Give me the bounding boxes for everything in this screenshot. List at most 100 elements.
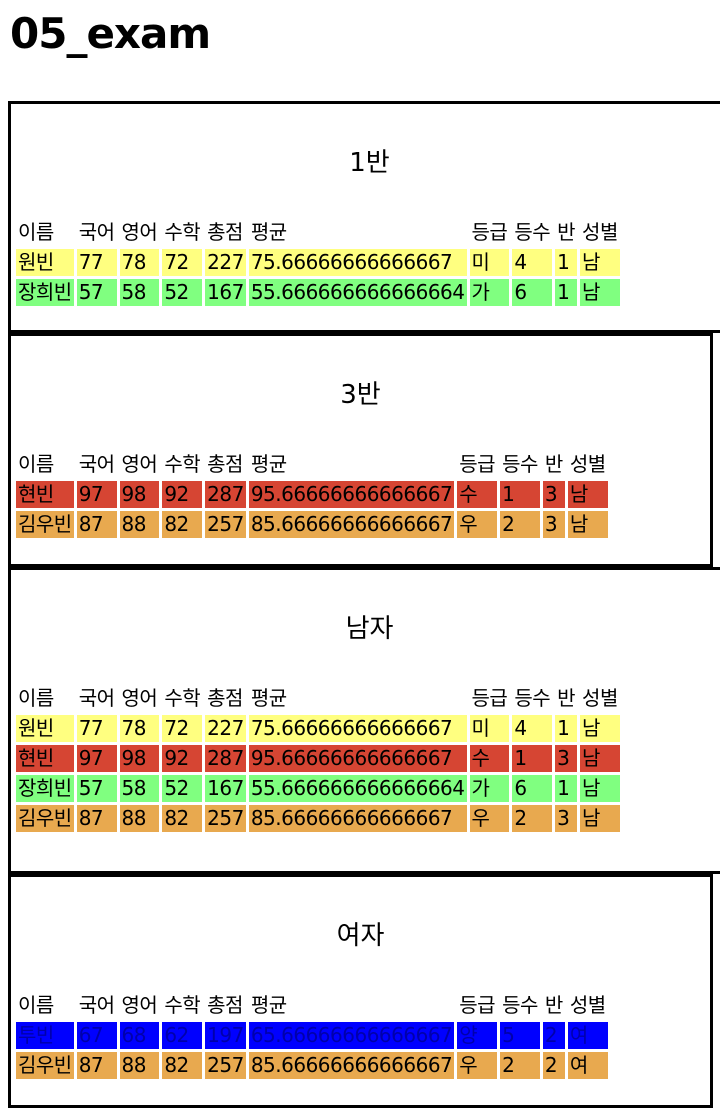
cell-average: 75.66666666666667 <box>248 715 467 742</box>
table-row: 원빈 77 78 72 227 75.66666666666667 미 4 1 … <box>16 715 620 742</box>
header-gender: 성별 <box>569 993 606 1017</box>
cell-gender: 남 <box>580 249 620 276</box>
class-3-section: 3반 이름 국어 영어 수학 총점 평균 등급 등수 반 성별 현빈 97 98… <box>8 333 713 567</box>
cell-math: 52 <box>162 279 203 306</box>
cell-rank: 6 <box>512 775 553 802</box>
header-class: 반 <box>544 452 563 476</box>
cell-class: 1 <box>555 715 578 742</box>
header-korean: 국어 <box>78 220 115 244</box>
section-caption: 3반 <box>340 380 381 410</box>
male-section: 남자 이름 국어 영어 수학 총점 평균 등급 등수 반 성별 원빈 77 78… <box>8 567 720 874</box>
table-row: 원빈 77 78 72 227 75.66666666666667 미 4 1 … <box>16 249 620 276</box>
cell-rank: 1 <box>500 481 540 508</box>
header-korean: 국어 <box>78 993 115 1017</box>
header-math: 수학 <box>164 686 201 710</box>
male-table: 이름 국어 영어 수학 총점 평균 등급 등수 반 성별 원빈 77 78 72… <box>13 682 623 835</box>
table-row: 현빈 97 98 92 287 95.66666666666667 수 1 3 … <box>16 745 620 772</box>
cell-rank: 2 <box>512 805 553 832</box>
header-grade: 등급 <box>471 686 508 710</box>
cell-gender: 남 <box>567 481 608 508</box>
female-table: 이름 국어 영어 수학 총점 평균 등급 등수 반 성별 투빈 67 68 62… <box>13 989 611 1082</box>
cell-rank: 4 <box>512 249 553 276</box>
header-korean: 국어 <box>78 452 115 476</box>
cell-total: 257 <box>205 511 246 538</box>
header-row: 이름 국어 영어 수학 총점 평균 등급 등수 반 성별 <box>16 992 608 1019</box>
cell-grade: 양 <box>457 1022 498 1049</box>
cell-average: 95.66666666666667 <box>248 745 467 772</box>
header-class: 반 <box>557 686 576 710</box>
cell-gender: 여 <box>567 1052 608 1079</box>
cell-average: 85.66666666666667 <box>248 511 455 538</box>
header-english: 영어 <box>121 686 158 710</box>
cell-english: 68 <box>119 1022 160 1049</box>
cell-average: 65.66666666666667 <box>248 1022 455 1049</box>
header-total: 총점 <box>207 452 243 476</box>
cell-average: 85.66666666666667 <box>248 805 467 832</box>
cell-name: 김우빈 <box>16 805 74 832</box>
cell-name: 현빈 <box>16 745 74 772</box>
header-rank: 등수 <box>502 993 538 1017</box>
cell-korean: 87 <box>76 511 117 538</box>
cell-english: 58 <box>119 279 160 306</box>
cell-rank: 4 <box>512 715 553 742</box>
header-english: 영어 <box>121 452 158 476</box>
header-rank: 등수 <box>514 686 551 710</box>
page-title: 05_exam <box>10 9 211 58</box>
cell-grade: 미 <box>469 715 510 742</box>
cell-total: 257 <box>205 805 246 832</box>
cell-average: 55.666666666666664 <box>248 279 467 306</box>
cell-korean: 87 <box>76 805 117 832</box>
header-math: 수학 <box>164 220 201 244</box>
table-row: 김우빈 87 88 82 257 85.66666666666667 우 2 3… <box>16 511 608 538</box>
section-caption: 남자 <box>345 614 394 644</box>
header-english: 영어 <box>121 993 158 1017</box>
cell-math: 82 <box>162 511 203 538</box>
header-row: 이름 국어 영어 수학 총점 평균 등급 등수 반 성별 <box>16 451 608 478</box>
header-total: 총점 <box>207 993 243 1017</box>
header-average: 평균 <box>250 993 287 1017</box>
cell-korean: 87 <box>76 1052 117 1079</box>
cell-korean: 77 <box>76 715 117 742</box>
cell-math: 92 <box>162 481 203 508</box>
cell-average: 75.66666666666667 <box>248 249 467 276</box>
cell-english: 78 <box>119 249 160 276</box>
cell-english: 88 <box>119 805 160 832</box>
header-english: 영어 <box>121 220 158 244</box>
header-gender: 성별 <box>569 452 606 476</box>
cell-english: 58 <box>119 775 160 802</box>
cell-grade: 우 <box>457 511 498 538</box>
cell-korean: 67 <box>76 1022 117 1049</box>
table-row: 장희빈 57 58 52 167 55.666666666666664 가 6 … <box>16 279 620 306</box>
cell-korean: 77 <box>76 249 117 276</box>
header-total: 총점 <box>207 220 243 244</box>
section-caption: 여자 <box>336 921 385 951</box>
cell-name: 원빈 <box>16 249 74 276</box>
cell-korean: 97 <box>76 745 117 772</box>
header-grade: 등급 <box>471 220 508 244</box>
table-row: 현빈 97 98 92 287 95.66666666666667 수 1 3 … <box>16 481 608 508</box>
cell-math: 62 <box>162 1022 203 1049</box>
cell-rank: 5 <box>500 1022 540 1049</box>
cell-total: 287 <box>205 481 246 508</box>
header-class: 반 <box>557 220 576 244</box>
header-average: 평균 <box>250 452 287 476</box>
cell-gender: 남 <box>580 745 620 772</box>
cell-math: 72 <box>162 715 203 742</box>
cell-rank: 2 <box>500 511 540 538</box>
cell-grade: 우 <box>469 805 510 832</box>
cell-class: 1 <box>555 249 578 276</box>
header-row: 이름 국어 영어 수학 총점 평균 등급 등수 반 성별 <box>16 685 620 712</box>
cell-math: 82 <box>162 805 203 832</box>
cell-name: 장희빈 <box>16 775 74 802</box>
cell-grade: 가 <box>469 775 510 802</box>
header-gender: 성별 <box>582 686 618 710</box>
cell-average: 85.66666666666667 <box>248 1052 455 1079</box>
header-gender: 성별 <box>582 220 618 244</box>
header-name: 이름 <box>18 686 54 710</box>
header-average: 평균 <box>250 220 287 244</box>
cell-english: 78 <box>119 715 160 742</box>
table-row: 김우빈 87 88 82 257 85.66666666666667 우 2 2… <box>16 1052 608 1079</box>
cell-english: 88 <box>119 1052 160 1079</box>
class-3-table: 이름 국어 영어 수학 총점 평균 등급 등수 반 성별 현빈 97 98 92… <box>13 448 611 541</box>
cell-korean: 57 <box>76 279 117 306</box>
